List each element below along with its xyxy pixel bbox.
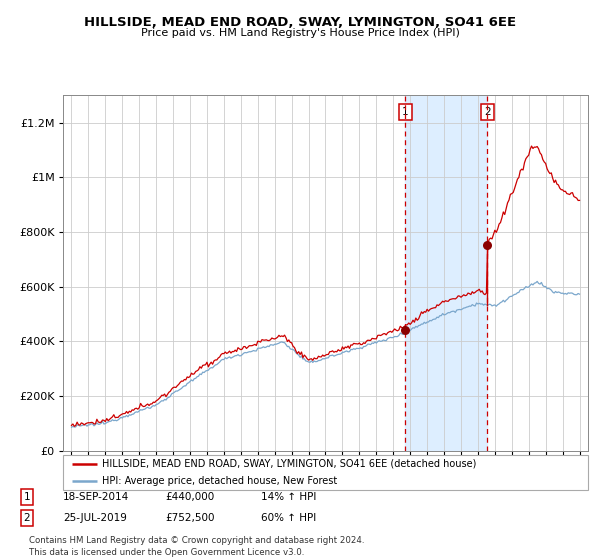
Text: HPI: Average price, detached house, New Forest: HPI: Average price, detached house, New … (103, 476, 338, 486)
Text: Price paid vs. HM Land Registry's House Price Index (HPI): Price paid vs. HM Land Registry's House … (140, 28, 460, 38)
Text: 18-SEP-2014: 18-SEP-2014 (63, 492, 129, 502)
Text: HILLSIDE, MEAD END ROAD, SWAY, LYMINGTON, SO41 6EE: HILLSIDE, MEAD END ROAD, SWAY, LYMINGTON… (84, 16, 516, 29)
Text: 14% ↑ HPI: 14% ↑ HPI (261, 492, 316, 502)
Text: £440,000: £440,000 (165, 492, 214, 502)
Text: Contains HM Land Registry data © Crown copyright and database right 2024.
This d: Contains HM Land Registry data © Crown c… (29, 536, 364, 557)
FancyBboxPatch shape (63, 455, 588, 490)
Text: £752,500: £752,500 (165, 513, 215, 523)
Text: 1: 1 (402, 106, 409, 116)
Text: 25-JUL-2019: 25-JUL-2019 (63, 513, 127, 523)
Bar (406, 95, 487, 451)
Text: 1: 1 (23, 492, 31, 502)
Text: 2: 2 (484, 106, 491, 116)
Text: HILLSIDE, MEAD END ROAD, SWAY, LYMINGTON, SO41 6EE (detached house): HILLSIDE, MEAD END ROAD, SWAY, LYMINGTON… (103, 459, 477, 469)
Text: 2: 2 (23, 513, 31, 523)
Text: 60% ↑ HPI: 60% ↑ HPI (261, 513, 316, 523)
